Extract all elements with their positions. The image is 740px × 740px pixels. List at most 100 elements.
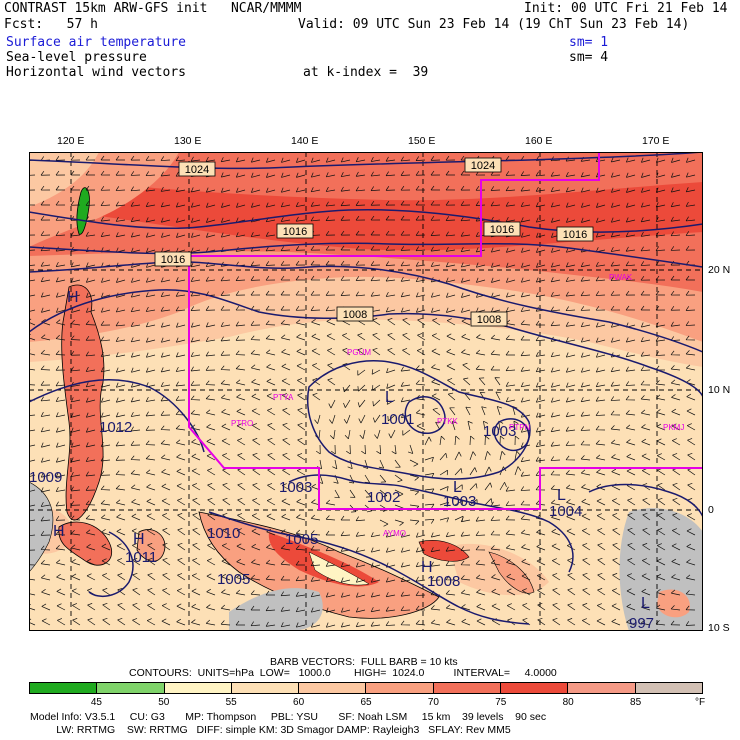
wind-barb bbox=[597, 528, 606, 536]
wind-barb bbox=[626, 619, 636, 626]
wind-barb bbox=[596, 217, 606, 223]
wind-barb bbox=[505, 501, 516, 506]
wind-barb bbox=[370, 547, 381, 553]
wind-barb bbox=[40, 501, 51, 507]
wind-barb bbox=[295, 172, 306, 178]
wind-barb bbox=[520, 457, 531, 463]
wind-barb bbox=[281, 378, 291, 386]
svg-text:1003: 1003 bbox=[279, 479, 312, 496]
wind-barb bbox=[206, 558, 216, 566]
lat-label-10n: 10 N bbox=[708, 384, 731, 396]
wind-barb bbox=[686, 408, 696, 416]
wind-barb bbox=[29, 516, 36, 522]
wind-barb bbox=[147, 603, 156, 611]
wind-barb bbox=[190, 262, 201, 268]
wind-barb bbox=[640, 231, 651, 237]
land-australia bbox=[229, 588, 323, 631]
wind-barb bbox=[521, 262, 531, 268]
wind-barb bbox=[235, 364, 246, 371]
wind-barb bbox=[70, 170, 81, 176]
wind-barb bbox=[145, 277, 156, 283]
wind-barb bbox=[454, 435, 460, 446]
wind-barb bbox=[595, 291, 606, 296]
wind-barb bbox=[55, 292, 66, 298]
wind-barb bbox=[387, 317, 396, 326]
wind-barb bbox=[625, 261, 636, 267]
wind-barb bbox=[206, 438, 216, 446]
wind-barb bbox=[281, 172, 291, 178]
wind-barb bbox=[610, 261, 621, 267]
wind-barb bbox=[481, 406, 487, 416]
wind-barb bbox=[145, 186, 156, 192]
wind-barb bbox=[41, 618, 51, 626]
wind-barb bbox=[205, 322, 216, 328]
wind-barb bbox=[160, 186, 171, 192]
wind-barb bbox=[505, 247, 516, 253]
wind-barb bbox=[535, 292, 546, 298]
wind-barb bbox=[297, 422, 306, 431]
wind-barb bbox=[235, 232, 246, 238]
wind-barb bbox=[597, 513, 606, 521]
wind-barb bbox=[496, 406, 503, 416]
wind-barb bbox=[355, 592, 366, 598]
wind-barb bbox=[282, 422, 291, 431]
wind-barb bbox=[551, 514, 561, 521]
wind-barb bbox=[611, 603, 621, 611]
wind-barb bbox=[625, 276, 636, 281]
wind-barb bbox=[56, 559, 66, 566]
wind-barb bbox=[595, 187, 606, 193]
wind-barb bbox=[357, 333, 366, 341]
wind-barb bbox=[685, 216, 696, 222]
wind-barb bbox=[145, 156, 156, 161]
wind-barb bbox=[115, 412, 126, 418]
wind-barb bbox=[85, 155, 96, 161]
wind-barb bbox=[295, 560, 306, 566]
wind-barb bbox=[565, 367, 576, 373]
wind-barb bbox=[402, 332, 411, 341]
wind-barb bbox=[296, 348, 306, 356]
wind-barb bbox=[70, 185, 81, 191]
wind-barb bbox=[505, 217, 516, 223]
wind-barb bbox=[325, 561, 336, 567]
wind-barb bbox=[117, 587, 126, 596]
wind-barb bbox=[641, 453, 651, 461]
wind-barb bbox=[160, 171, 171, 177]
wind-barb bbox=[469, 451, 477, 461]
wind-barb bbox=[625, 246, 636, 252]
wind-barb bbox=[100, 397, 111, 403]
wind-barb bbox=[280, 622, 291, 628]
wind-barb bbox=[296, 514, 306, 521]
wind-barb bbox=[565, 291, 576, 297]
wind-barb bbox=[160, 352, 171, 358]
wind-barb bbox=[235, 605, 246, 611]
wind-barb bbox=[267, 452, 276, 461]
wind-barb bbox=[130, 307, 141, 313]
wind-barb bbox=[280, 260, 291, 266]
wind-barb bbox=[505, 544, 516, 551]
wind-barb bbox=[190, 187, 201, 193]
wind-barb bbox=[85, 170, 96, 176]
wind-barb bbox=[40, 442, 51, 448]
wind-barb bbox=[506, 588, 516, 596]
wind-barb bbox=[251, 528, 261, 536]
wind-barb bbox=[130, 337, 141, 343]
wind-barb bbox=[552, 558, 561, 566]
wind-barb bbox=[115, 484, 126, 491]
wind-barb bbox=[460, 185, 471, 191]
wind-barb bbox=[387, 414, 396, 422]
wind-barb bbox=[627, 558, 636, 566]
wind-barb bbox=[685, 172, 696, 178]
wind-barb bbox=[460, 517, 471, 523]
wind-barb bbox=[595, 425, 606, 431]
wind-barb bbox=[132, 558, 141, 566]
wind-barb bbox=[424, 503, 435, 509]
wind-barb bbox=[499, 450, 506, 461]
wind-barb bbox=[581, 498, 591, 506]
wind-barb bbox=[370, 291, 381, 297]
wind-barb bbox=[402, 317, 411, 326]
wind-barb bbox=[640, 217, 651, 223]
wind-barb bbox=[385, 156, 396, 162]
wind-barb bbox=[41, 589, 51, 596]
wind-barb bbox=[670, 365, 681, 371]
wind-barb bbox=[655, 380, 666, 386]
